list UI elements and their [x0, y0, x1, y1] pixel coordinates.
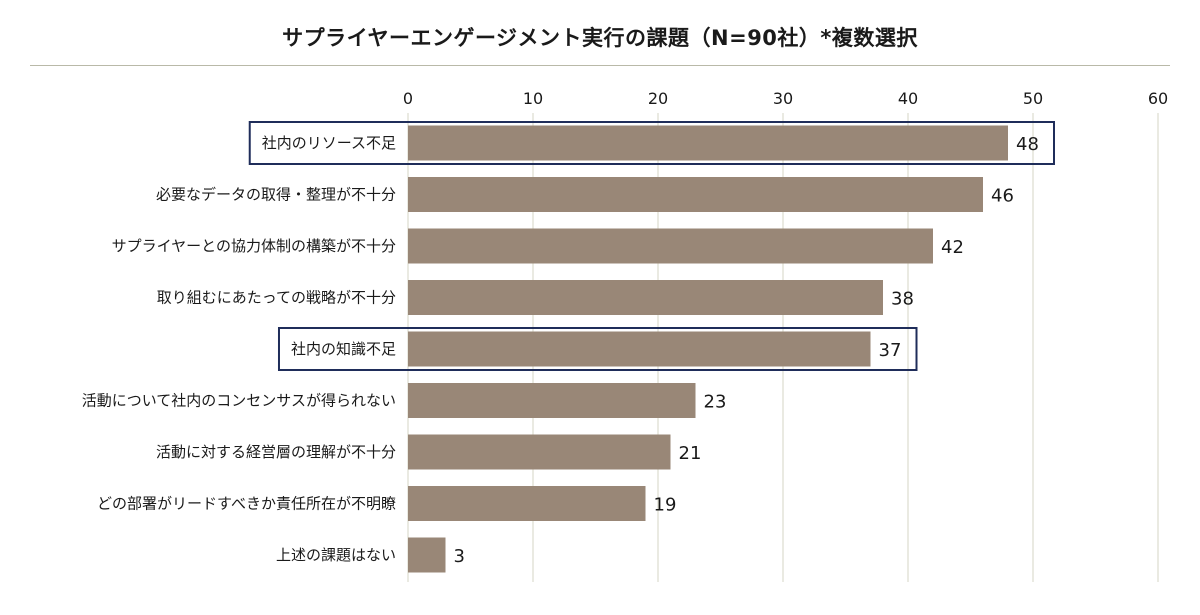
category-label: 取り組むにあたっての戦略が不十分 [157, 289, 396, 307]
bar [408, 280, 883, 315]
value-label: 19 [654, 495, 677, 516]
value-label: 48 [1016, 134, 1039, 155]
x-tick-label: 0 [403, 89, 413, 108]
highlight-boxes [248, 121, 1055, 371]
category-label: サプライヤーとの協力体制の構築が不十分 [112, 237, 396, 255]
x-tick-label: 10 [523, 89, 543, 108]
value-label: 3 [454, 546, 465, 567]
x-tick-label: 60 [1148, 89, 1168, 108]
x-tick-label: 50 [1023, 89, 1043, 108]
category-label: 活動について社内のコンセンサスが得られない [82, 392, 396, 410]
value-labels: 48 46 42 38 37 23 21 19 3 [454, 134, 1039, 567]
value-label: 46 [991, 186, 1014, 207]
bar [408, 486, 646, 521]
category-labels: 社内のリソース不足必要なデータの取得・整理が不十分サプライヤーとの協力体制の構築… [82, 134, 396, 564]
value-label: 23 [704, 392, 727, 413]
bar [408, 537, 446, 573]
value-label: 38 [891, 289, 914, 310]
category-label: どの部署がリードすべきか責任所在が不明瞭 [97, 495, 396, 513]
category-label: 社内のリソース不足 [262, 134, 396, 152]
x-tick-label: 30 [773, 89, 793, 108]
x-tick-label: 40 [898, 89, 918, 108]
bar [408, 383, 696, 418]
category-label: 上述の課題はない [276, 546, 396, 564]
x-axis-ticks: 0 10 20 30 40 50 60 [403, 89, 1168, 108]
x-tick-label: 20 [648, 89, 668, 108]
bar [408, 177, 983, 212]
category-label: 活動に対する経営層の理解が不十分 [156, 443, 396, 461]
category-label: 社内の知識不足 [291, 340, 396, 358]
value-label: 42 [941, 237, 964, 258]
category-label: 必要なデータの取得・整理が不十分 [156, 186, 396, 204]
bar [408, 331, 871, 367]
bar [408, 434, 671, 470]
highlight-box [277, 327, 918, 371]
chart-title: サプライヤーエンゲージメント実行の課題（N=90社）*複数選択 [282, 26, 918, 50]
title-divider [30, 65, 1170, 66]
bar [408, 228, 933, 264]
value-label: 37 [879, 340, 902, 361]
highlight-box [248, 121, 1055, 165]
bar [408, 125, 1008, 161]
bars [408, 125, 1008, 573]
value-label: 21 [679, 443, 702, 464]
